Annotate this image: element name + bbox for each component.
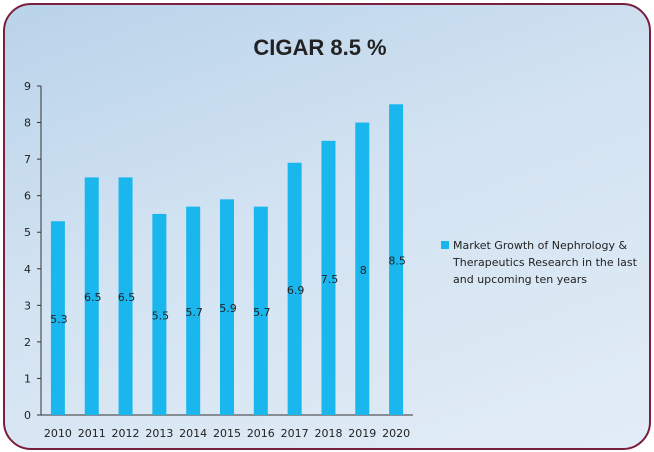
x-tick-label: 2019 <box>348 427 376 440</box>
x-tick-label: 2020 <box>382 427 410 440</box>
bar-data-label: 7.5 <box>321 273 339 286</box>
y-tick-label: 5 <box>24 226 31 239</box>
bar <box>84 177 99 415</box>
bar <box>152 213 167 415</box>
y-tick-label: 0 <box>24 409 31 422</box>
x-tick-label: 2011 <box>78 427 106 440</box>
x-tick-label: 2010 <box>44 427 72 440</box>
y-tick-label: 3 <box>24 299 31 312</box>
y-tick-label: 6 <box>24 190 31 203</box>
x-tick-label: 2016 <box>247 427 275 440</box>
x-tick-label: 2013 <box>145 427 173 440</box>
bar <box>355 122 370 416</box>
bar-data-label: 8.5 <box>388 255 406 268</box>
bar-data-label: 5.9 <box>219 302 237 315</box>
bar-data-label: 5.7 <box>253 306 271 319</box>
y-tick-label: 7 <box>24 153 31 166</box>
legend-label: Market Growth of Nephrology & Therapeuti… <box>453 239 637 286</box>
bar <box>253 206 268 415</box>
bar <box>50 221 65 415</box>
x-tick-label: 2018 <box>314 427 342 440</box>
chart-title: CIGAR 8.5 % <box>253 35 386 60</box>
bar-data-label: 8 <box>360 264 367 277</box>
y-tick-label: 8 <box>24 117 31 130</box>
y-tick-label: 1 <box>24 372 31 385</box>
data-labels: 5.3 6.5 6.5 5.5 5.7 5.9 5.7 6.9 7.5 8 8.5 <box>50 255 406 326</box>
legend-swatch <box>441 241 449 249</box>
bar <box>220 199 234 415</box>
x-axis-ticks: 2010 2011 2012 2013 2014 2015 2016 2017 2018 2019… <box>44 427 410 440</box>
bar-data-label: 6.9 <box>287 284 305 297</box>
x-tick-label: 2017 <box>281 427 309 440</box>
bar-data-label: 5.7 <box>185 306 203 319</box>
x-tick-label: 2015 <box>213 427 241 440</box>
bar <box>321 140 336 416</box>
y-tick-label: 9 <box>24 80 31 93</box>
bar-data-label: 6.5 <box>84 291 102 304</box>
bar <box>287 162 302 415</box>
bar-data-label: 6.5 <box>118 291 136 304</box>
bar-series <box>50 104 404 416</box>
bar-data-label: 5.3 <box>50 313 68 326</box>
bar <box>389 104 404 416</box>
y-axis-ticks: 0 1 2 3 4 5 6 7 8 9 <box>24 80 41 422</box>
bar <box>118 177 133 415</box>
bar-data-label: 5.5 <box>152 309 170 322</box>
y-tick-label: 2 <box>24 336 31 349</box>
y-tick-label: 4 <box>24 263 31 276</box>
x-tick-label: 2012 <box>112 427 140 440</box>
x-tick-label: 2014 <box>179 427 207 440</box>
bar <box>186 206 201 415</box>
